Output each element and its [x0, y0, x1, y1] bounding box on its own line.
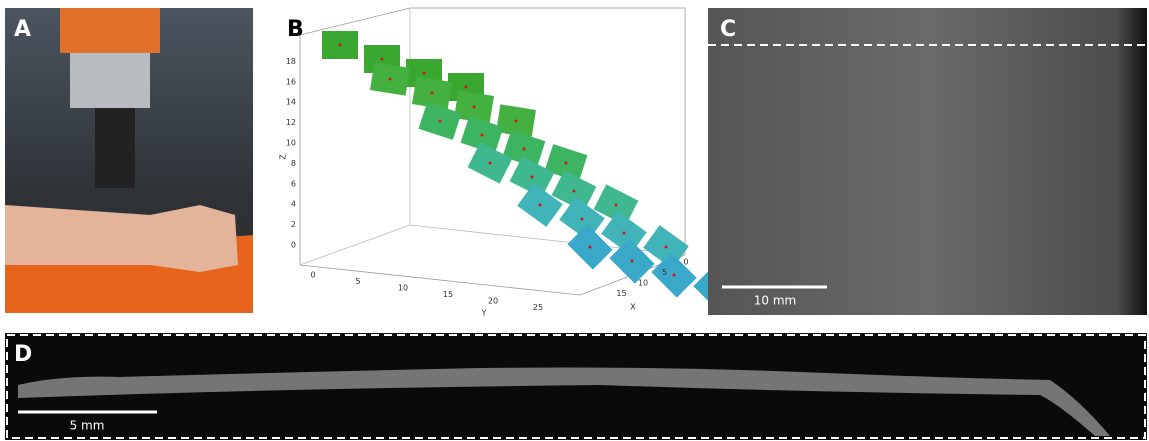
panel-label: A	[14, 17, 31, 42]
scale-bar-label: 5 mm	[70, 419, 105, 433]
path-point	[531, 176, 534, 179]
path-point	[589, 246, 592, 249]
path-point	[581, 218, 584, 221]
skin-image	[708, 8, 1147, 315]
z-tick-label: 4	[291, 200, 296, 209]
x-tick-label: 15	[616, 289, 626, 298]
panel-a: A	[5, 8, 253, 313]
panel-c: 10 mm C	[708, 8, 1147, 315]
panel-label: B	[287, 17, 304, 42]
path-point	[515, 120, 518, 123]
path-point	[339, 44, 342, 47]
y-axis-label: Y	[481, 309, 487, 318]
path-point	[615, 204, 618, 207]
y-tick-label: 20	[488, 297, 498, 306]
z-tick-label: 6	[291, 179, 296, 188]
path-point	[431, 92, 434, 95]
x-tick-label: 10	[638, 279, 648, 288]
x-axis-label: X	[630, 303, 636, 312]
forearm	[5, 205, 238, 272]
x-tick-label: 5	[662, 268, 667, 277]
panel-label: C	[720, 17, 736, 42]
scale-bar-label: 10 mm	[754, 294, 796, 308]
path-point	[673, 274, 676, 277]
z-tick-label: 2	[291, 220, 296, 229]
panel-b: B Z Y X 0 2 4 6 8 10 12 14 16 18 0 5 10 15 20 25 0 5 10 15	[279, 8, 739, 318]
y-tick-label: 10	[398, 284, 408, 293]
z-tick-label: 12	[286, 118, 296, 127]
z-tick-label: 16	[286, 77, 296, 86]
z-tick-label: 0	[291, 241, 296, 250]
z-tick-label: 18	[286, 57, 296, 66]
path-point	[381, 58, 384, 61]
path-point	[481, 134, 484, 137]
path-point	[439, 120, 442, 123]
path-point	[565, 162, 568, 165]
path-point	[623, 232, 626, 235]
y-tick-label: 15	[443, 290, 453, 299]
x-tick-label: 0	[683, 258, 688, 267]
panel-label: D	[14, 342, 32, 367]
path-point	[489, 162, 492, 165]
path-point	[523, 148, 526, 151]
robot-orange	[60, 8, 160, 53]
path-point	[573, 190, 576, 193]
y-tick-label: 25	[533, 303, 543, 312]
robot-arm	[70, 53, 150, 108]
figure: A B Z Y X 0 2 4 6 8 10 12 14 16 18 0 5 10 15 20 25 0 5 10 1…	[0, 0, 1149, 441]
path-point	[631, 260, 634, 263]
probe	[95, 108, 135, 188]
z-tick-label: 10	[286, 139, 296, 148]
panel-d: 5 mm D	[5, 333, 1147, 440]
path-point	[473, 106, 476, 109]
y-tick-label: 0	[310, 271, 315, 280]
path-point	[389, 78, 392, 81]
path-point	[423, 72, 426, 75]
path-point	[539, 204, 542, 207]
z-axis-label: Z	[279, 154, 288, 160]
z-tick-label: 8	[291, 159, 296, 168]
y-tick-label: 5	[355, 277, 360, 286]
path-point	[465, 86, 468, 89]
path-point	[665, 246, 668, 249]
z-tick-label: 14	[286, 98, 296, 107]
